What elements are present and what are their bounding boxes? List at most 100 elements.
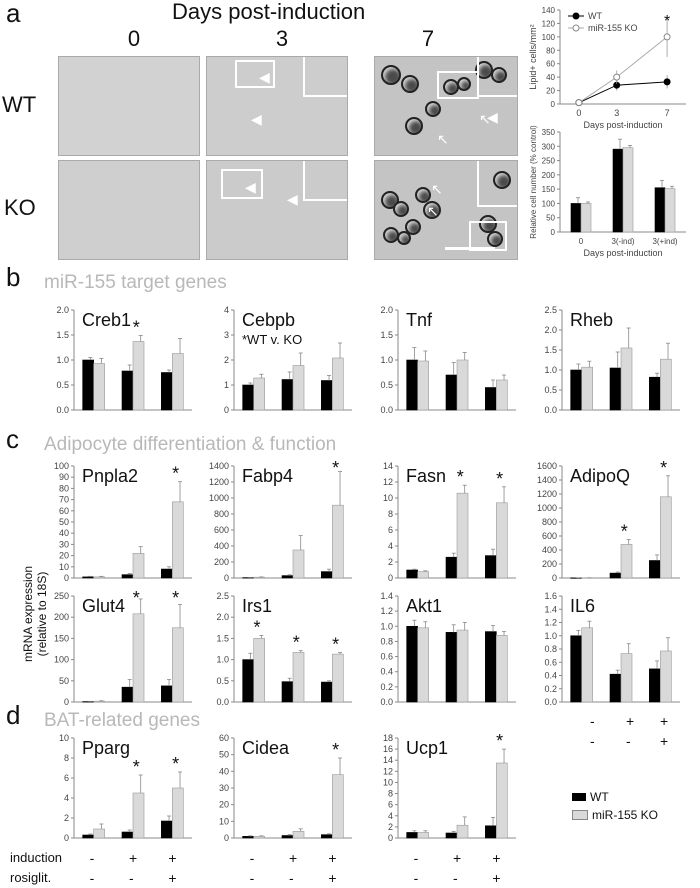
bar-wt [612, 148, 624, 233]
arrowhead-icon: ◀ [487, 109, 498, 125]
bar-wt [485, 555, 497, 579]
bar-wt [281, 681, 294, 703]
bar-wt [281, 835, 294, 839]
day-label-0: 0 [127, 26, 141, 51]
chart-fabp4: 0 200 400 600 800 1000 1200 1400 Fabp4 * [209, 458, 352, 583]
chart-cidea: 0 10 20 30 40 50 60 Cidea * [219, 733, 352, 843]
x-tick-label: 0 [576, 108, 581, 118]
bar-ko [292, 549, 305, 579]
y-tick-label: 20 [59, 551, 69, 561]
bar-ko [417, 832, 429, 839]
treat-d-c1-r0-1: + [289, 850, 298, 866]
bar-wt [485, 387, 497, 411]
bar-wt [609, 572, 622, 579]
legend-label-ko: miR-155 KO [592, 808, 659, 822]
y-tick-label: 40 [59, 528, 69, 538]
lipid-droplet [491, 67, 507, 83]
lipid-droplet [487, 231, 503, 247]
bar-ko [456, 629, 469, 703]
panel-letter-a: a [6, 0, 21, 28]
treat-c-r2-2: + [660, 733, 669, 749]
bar-wt [121, 831, 134, 839]
y-tick-label: 8 [388, 509, 393, 519]
bar-ko [172, 627, 184, 703]
treatment-d-label1: induction [10, 850, 63, 865]
treat-d-c2-r1-0: - [413, 870, 419, 886]
y-tick-label: 0 [224, 405, 229, 415]
significance-star: * [496, 469, 503, 489]
lipid-droplet [457, 77, 471, 91]
y-tick-label: 0 [552, 573, 557, 583]
bar-wt [570, 369, 582, 411]
micrograph-wt-day7: ↖ ↖ ◀ [374, 56, 518, 156]
x-axis-label: Days post-induction [583, 248, 662, 258]
bar-ko [292, 652, 305, 703]
y-tick-label: 6 [388, 525, 393, 535]
bar-ko [417, 627, 429, 703]
chart-title: Creb1 [82, 310, 131, 330]
significance-star: * [133, 318, 140, 338]
y-tick-label: 150 [542, 185, 556, 194]
treat-d-c0-r0-2: + [168, 850, 177, 866]
y-tick-label: 0.6 [380, 652, 393, 662]
y-tick-label: 1.5 [56, 330, 69, 340]
y-tick-label: 400 [214, 541, 229, 551]
point-ko [575, 99, 583, 107]
bar-wt [649, 376, 661, 411]
y-tick-label: 0 [551, 100, 556, 109]
y-tick-label: 1200 [209, 477, 229, 487]
chart-title: Cebpb [242, 310, 295, 330]
y-tick-label: 0.0 [56, 405, 69, 415]
bar-wt [445, 556, 458, 579]
significance-star: * [293, 633, 300, 653]
y-tick-label: 350 [542, 128, 556, 137]
y-tick-label: 600 [214, 525, 229, 535]
bar-ko [332, 357, 344, 411]
y-tick-label: 10 [383, 493, 393, 503]
point-wt [663, 78, 671, 86]
bar-ko [622, 147, 634, 233]
bar-wt [321, 380, 333, 411]
treat-d-c0-r1-2: + [168, 870, 177, 886]
bar-wt [445, 632, 458, 703]
y-tick-label: 200 [214, 557, 229, 567]
y-tick-label: 0.5 [56, 380, 69, 390]
bar-ko [620, 653, 633, 703]
bar-wt [82, 359, 94, 411]
significance-star: * [332, 458, 339, 478]
lipid-droplet [405, 219, 421, 235]
chart-title: Cidea [242, 738, 290, 758]
line-wt [578, 81, 668, 104]
y-tick-label: 250 [542, 157, 556, 166]
arrowhead-icon: ◀ [245, 179, 256, 195]
y-tick-label: 20 [546, 87, 555, 96]
y-tick-label: 0.4 [544, 671, 557, 681]
chart-adipoq: 0 200 400 600 800 1000 1200 1400 1600 AdipoQ * * [537, 458, 680, 583]
lipid-droplet [381, 65, 401, 85]
y-tick-label: 0.5 [216, 676, 229, 686]
treat-d-c2-r0-0: - [413, 850, 419, 866]
y-tick-label: 10 [219, 816, 229, 826]
y-tick-label: 60 [546, 60, 555, 69]
lipid-droplet [425, 101, 441, 117]
legend-label: miR-155 KO [588, 23, 638, 33]
y-axis-label: Lipid+ cells/mm² [528, 24, 538, 89]
bar-ko [172, 353, 184, 411]
legend-label: WT [588, 11, 602, 21]
bar-wt [570, 635, 582, 703]
bar-wt [82, 576, 94, 579]
arrow-icon: ↖ [437, 131, 449, 147]
treat-d-c0-r1-0: - [89, 870, 95, 886]
chart-title: Fabp4 [242, 466, 293, 486]
treat-d-c2-r0-1: + [453, 850, 462, 866]
bar-ko [292, 365, 305, 411]
day-label-3: 3 [275, 26, 289, 51]
bar-wt [121, 686, 134, 703]
lipid-droplet [405, 117, 423, 135]
y-tick-label: 3 [224, 330, 229, 340]
bar-wt [649, 560, 661, 579]
treat-d-c2-r0-2: + [492, 850, 501, 866]
significance-star: * [660, 458, 667, 478]
y-tick-label: 0.0 [216, 697, 229, 707]
y-tick-label: 0 [64, 833, 69, 843]
